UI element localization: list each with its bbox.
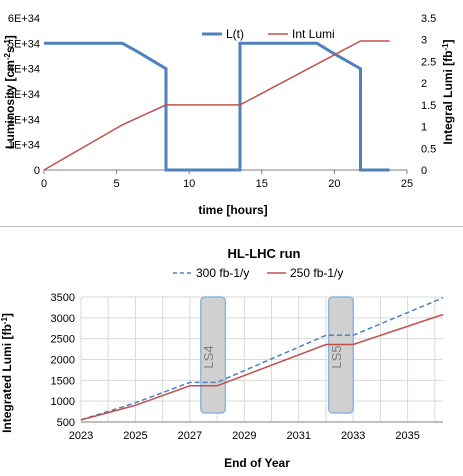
y2-tick-label-3-5: 3.5 [421,13,436,25]
y-tick-label-2e-34: 2E+34 [8,114,40,126]
y-axis-label: Luminosity [cm-2s-1] [3,35,17,149]
y-tick-label-1e-34: 1E+34 [8,140,40,152]
x-tick-label-0: 0 [41,178,47,190]
x-tick-label-15: 15 [256,178,268,190]
y2-tick-label-2-5: 2.5 [421,56,436,68]
chart-title: HL-LHC run [228,246,301,261]
y-tick-label-6e-34: 6E+34 [8,13,40,25]
x-tick-label-2023: 2023 [69,430,93,442]
series-line-300-fb-1-y [80,297,444,421]
x-axis-label: time [hours] [198,203,267,217]
y-tick-label-0: 0 [34,165,40,177]
y-tick-label-2500: 2500 [51,334,75,346]
x-axis-label-2: End of Year [224,456,290,470]
y2-tick-label-0: 0 [421,165,427,177]
shutdown-boxes: LS4 LS5 [200,296,354,414]
hl-lhc-chart: HL-LHC run 300 fb-1/y 250 fb-1/y LS4 LS5… [0,246,444,470]
y-tick-label-3500: 3500 [51,292,75,304]
hl-lhc-tick-labels: 500 1000 1500 2000 2500 3000 3500 2023 2025 2027 2… [51,292,420,442]
luminosity-legend: L(t) Int Lumi [202,27,335,41]
y-tick-label-3000: 3000 [51,313,75,325]
y-axis-label-2: Integrated Lumi [fb-1] [0,313,14,433]
y-tick-label-4e-34: 4E+34 [8,64,40,76]
x-tick-label-25: 25 [401,178,413,190]
y-tick-label-1000: 1000 [51,396,75,408]
legend-label-300: 300 fb-1/y [196,266,249,280]
legend-label-int-lumi: Int Lumi [292,27,335,41]
ls4-label: LS4 [201,345,216,368]
y-tick-label-3e-34: 3E+34 [8,89,40,101]
y2-tick-label-1-5: 1.5 [421,100,436,112]
x-tick-label-10: 10 [183,178,195,190]
ls4-box [200,296,227,414]
series-line-l-t [44,41,390,172]
legend-label-lt: L(t) [226,27,244,41]
y2-tick-label-1: 1 [421,122,427,134]
hl-lhc-legend: 300 fb-1/y 250 fb-1/y [173,266,343,280]
y2-axis-label: Integral Lumi [fb-1] [441,39,455,144]
x-tick-label-5: 5 [114,178,120,190]
x-tick-label-2033: 2033 [341,430,365,442]
x-tick-label-2031: 2031 [287,430,311,442]
series-line-250-fb-1-y [80,313,444,421]
y-tick-label-500: 500 [57,417,75,429]
y-tick-label-1500: 1500 [51,375,75,387]
luminosity-series [43,40,390,172]
x-tick-label-20: 20 [328,178,340,190]
x-tick-label-2035: 2035 [395,430,419,442]
ls5-label: LS5 [329,345,344,368]
x-tick-label-2027: 2027 [178,430,202,442]
y-tick-label-2000: 2000 [51,355,75,367]
series-line-int-lumi [43,40,390,171]
luminosity-chart: 0 5 10 15 20 2501E+342E+343E+344E+345E+346E+3… [3,13,455,217]
ls5-box [327,296,354,414]
legend-label-250: 250 fb-1/y [290,266,343,280]
x-tick-label-2029: 2029 [232,430,256,442]
luminosity-tick-labels: 0 5 10 15 20 2501E+342E+343E+344E+345E+346E+3… [8,13,436,190]
y-tick-label-5e-34: 5E+34 [8,38,40,50]
y2-tick-label-3: 3 [421,35,427,47]
y2-tick-label-2: 2 [421,78,427,90]
hl-lhc-series [80,297,444,421]
x-tick-label-2025: 2025 [123,430,147,442]
y2-tick-label-0-5: 0.5 [421,143,436,155]
